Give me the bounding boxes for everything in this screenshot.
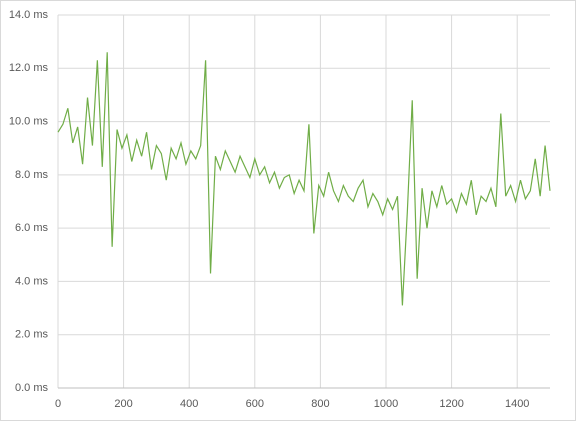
- y-tick-label: 0.0 ms: [15, 382, 49, 394]
- data-line: [57, 52, 551, 306]
- y-tick-label: 2.0 ms: [15, 329, 49, 341]
- x-tick-label: 1200: [439, 398, 463, 410]
- y-tick-label: 14.0 ms: [9, 9, 49, 21]
- x-tick-label: 200: [114, 398, 132, 410]
- x-tick-label: 1000: [374, 398, 398, 410]
- x-tick-label: 800: [311, 398, 329, 410]
- x-tick-label: 0: [55, 398, 61, 410]
- y-tick-label: 8.0 ms: [15, 169, 49, 181]
- y-tick-label: 12.0 ms: [9, 62, 49, 74]
- x-tick-label: 400: [180, 398, 198, 410]
- chart-border: [0, 0, 576, 421]
- y-tick-label: 6.0 ms: [15, 222, 49, 234]
- x-tick-label: 600: [246, 398, 264, 410]
- x-tick-label: 1400: [505, 398, 529, 410]
- y-tick-label: 10.0 ms: [9, 115, 49, 127]
- y-tick-label: 4.0 ms: [15, 275, 49, 287]
